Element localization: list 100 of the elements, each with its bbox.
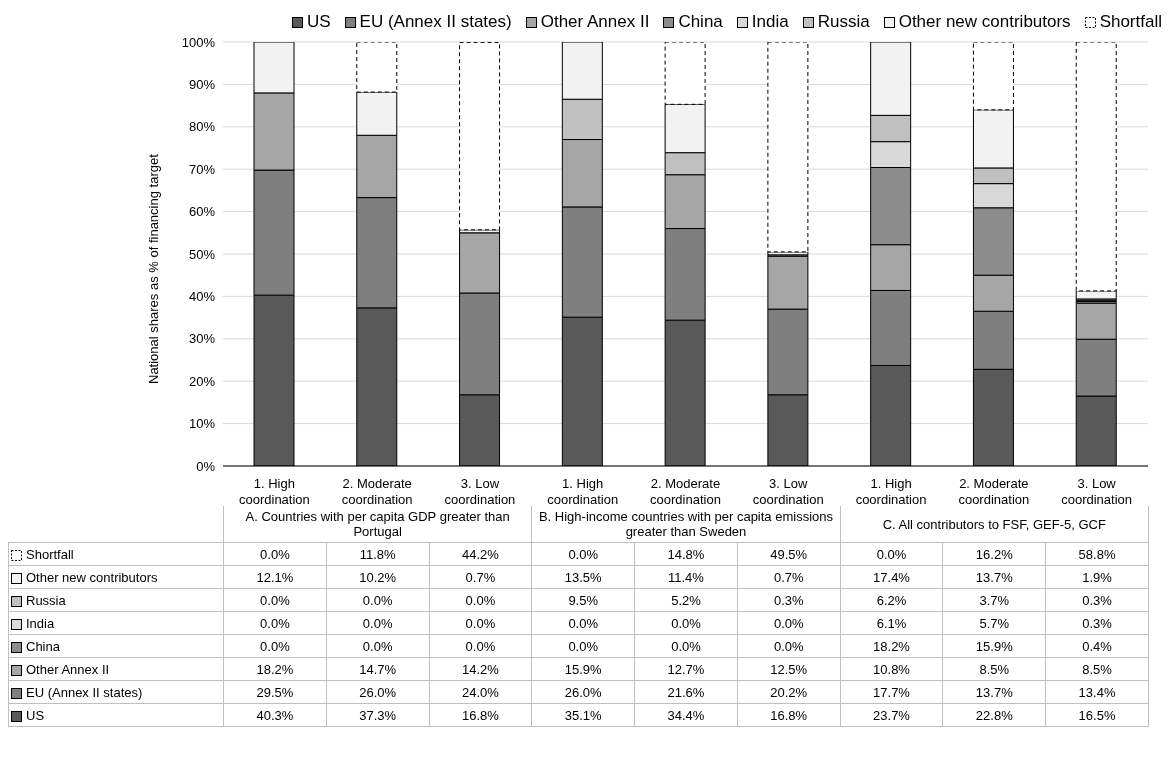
data-label: 44.2%: [429, 542, 532, 566]
legend-label: Russia: [816, 12, 870, 32]
data-label: 13.7%: [942, 565, 1046, 589]
y-tick-label: 40%: [188, 289, 216, 305]
data-label: 0.3%: [1045, 611, 1149, 635]
data-label: 0.4%: [1045, 634, 1149, 658]
data-label: 6.1%: [840, 611, 943, 635]
data-label: 15.9%: [942, 634, 1046, 658]
y-tick-label: 60%: [188, 204, 216, 220]
data-label: 0.0%: [223, 542, 327, 566]
legend-label: China: [677, 12, 723, 32]
text: Shortfall: [26, 546, 74, 562]
x-tick-label: 3. Low coordination: [1061, 476, 1133, 507]
data-label: 0.0%: [531, 611, 635, 635]
data-label: 12.7%: [634, 657, 738, 681]
y-tick-label: 30%: [188, 331, 216, 347]
legend-label: Other new contributors: [897, 12, 1071, 32]
y-tick-label: 0%: [196, 458, 216, 474]
legend-label: US: [305, 12, 331, 32]
text: EU (Annex II states): [26, 684, 143, 700]
data-label: 16.8%: [737, 703, 841, 727]
data-label: 0.0%: [737, 634, 841, 658]
x-tick-label: 2. Moderate coordination: [958, 476, 1030, 507]
y-tick-label: 10%: [188, 416, 216, 432]
data-label: 40.3%: [223, 703, 327, 727]
data-label: 0.0%: [223, 634, 327, 658]
data-label: 21.6%: [634, 680, 738, 704]
data-label: 15.9%: [531, 657, 635, 681]
data-label: 13.4%: [1045, 680, 1149, 704]
data-label: 17.7%: [840, 680, 943, 704]
data-label: 29.5%: [223, 680, 327, 704]
data-label: 12.5%: [737, 657, 841, 681]
y-tick-label: 100%: [181, 34, 216, 50]
data-label: 14.2%: [429, 657, 532, 681]
data-label: 6.2%: [840, 588, 943, 612]
x-tick-label: 1. High coordination: [547, 476, 619, 507]
x-tick-label: 1. High coordination: [238, 476, 310, 507]
data-label: 14.7%: [326, 657, 430, 681]
data-label: 0.0%: [326, 634, 430, 658]
text: India: [26, 615, 55, 631]
data-label: 37.3%: [326, 703, 430, 727]
y-tick-label: 80%: [188, 119, 216, 135]
data-label: 0.0%: [429, 588, 532, 612]
text: Other Annex II: [26, 661, 110, 677]
text: A. Countries with per capita GDP greater than Portugal: [223, 506, 532, 543]
y-tick-label: 90%: [188, 77, 216, 93]
y-axis-title: National shares as % of financing target: [145, 153, 161, 384]
data-label: 18.2%: [840, 634, 943, 658]
data-label: 0.0%: [634, 611, 738, 635]
data-label: 26.0%: [531, 680, 635, 704]
x-tick-label: 3. Low coordination: [444, 476, 516, 507]
data-label: 16.8%: [429, 703, 532, 727]
text: C. All contributors to FSF, GEF-5, GCF: [840, 506, 1149, 543]
data-label: 14.8%: [634, 542, 738, 566]
data-label: 11.8%: [326, 542, 430, 566]
data-label: 8.5%: [942, 657, 1046, 681]
text: B. High-income countries with per capita emissions greater than Sweden: [531, 506, 841, 543]
data-label: 0.0%: [223, 611, 327, 635]
text: US: [26, 707, 45, 723]
data-label: 34.4%: [634, 703, 738, 727]
data-label: 0.0%: [531, 542, 635, 566]
data-label: 16.5%: [1045, 703, 1149, 727]
data-label: 11.4%: [634, 565, 738, 589]
data-label: 0.3%: [737, 588, 841, 612]
legend-label: Shortfall: [1098, 12, 1162, 32]
y-tick-label: 50%: [188, 246, 216, 262]
legend-label: Other Annex II: [539, 12, 650, 32]
text: China: [26, 638, 60, 654]
data-label: 17.4%: [840, 565, 943, 589]
data-label: 0.0%: [326, 611, 430, 635]
legend-label: India: [750, 12, 789, 32]
legend-label: EU (Annex II states): [358, 12, 512, 32]
data-label: 24.0%: [429, 680, 532, 704]
data-label: 10.8%: [840, 657, 943, 681]
x-tick-label: 1. High coordination: [855, 476, 927, 507]
data-label: 0.7%: [737, 565, 841, 589]
data-label: 8.5%: [1045, 657, 1149, 681]
data-label: 58.8%: [1045, 542, 1149, 566]
x-tick-label: 2. Moderate coordination: [650, 476, 721, 507]
x-tick-label: 2. Moderate coordination: [341, 476, 413, 507]
data-label: 0.0%: [634, 634, 738, 658]
y-tick-label: 20%: [188, 373, 216, 389]
data-label: 20.2%: [737, 680, 841, 704]
data-label: 5.2%: [634, 588, 738, 612]
data-label: 0.0%: [429, 611, 532, 635]
data-label: 10.2%: [326, 565, 430, 589]
x-tick-label: 3. Low coordination: [752, 476, 824, 507]
data-label: 0.0%: [737, 611, 841, 635]
data-label: 23.7%: [840, 703, 943, 727]
data-label: 9.5%: [531, 588, 635, 612]
text: Russia: [26, 592, 66, 608]
data-label: 3.7%: [942, 588, 1046, 612]
data-label: 0.0%: [531, 634, 635, 658]
data-label: 0.0%: [429, 634, 532, 658]
data-label: 49.5%: [737, 542, 841, 566]
data-label: 12.1%: [223, 565, 327, 589]
data-label: 22.8%: [942, 703, 1046, 727]
data-label: 16.2%: [942, 542, 1046, 566]
data-label: 0.0%: [840, 542, 943, 566]
text: Other new contributors: [26, 569, 158, 585]
